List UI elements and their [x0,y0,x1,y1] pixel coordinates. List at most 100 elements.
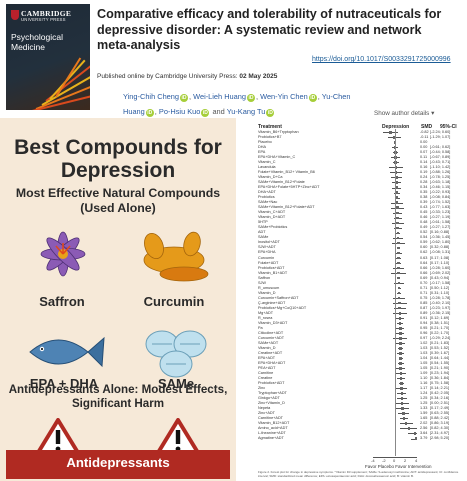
treatment-label: Vitamin_D [258,345,276,350]
forest-row: Amino_acid+ADT 2.56 [0.82; 4.30] [250,426,467,431]
point-estimate [399,372,403,375]
treatment-label: Zinc+ADT [258,411,275,416]
publication-info: Published online by Cambridge University… [97,73,277,80]
author-name[interactable]: Yu-Chen Huang [123,92,351,116]
journal-cover[interactable]: CAMBRIDGE UNIVERSITY PRESS Psychological… [6,4,90,110]
ci-value: [0.16; 0.88] [430,230,449,235]
chevron-down-icon: ▾ [431,110,435,117]
forest-row: Probiotics+Mg+CoQ10+ADT 0.87 [-0.23; 1.97] [250,306,467,311]
smd-value: 1.02 [420,340,428,345]
ci-value: [0.31; 1.10] [430,290,449,295]
author-separator: , [317,92,322,101]
treatment-label: Vitamin_B12+ADT [258,421,290,426]
forest-row: SAMe+Vitamin_B12+Folate+ADT 0.43 [-0.77; 1… [250,205,467,210]
smd-value: 0.38 [420,195,428,200]
orcid-icon[interactable]: iD [201,109,210,117]
ci-value: [0.36; 1.84] [430,375,449,380]
treatment-label: Curcumin [258,255,275,260]
treatment-label: 5HTP [258,220,268,225]
ci-value: [-0.77; 1.63] [430,205,451,210]
smd-value: 0.54 [420,235,428,240]
point-estimate [395,201,399,205]
publisher-subname: UNIVERSITY PRESS [21,17,66,22]
treatment-label: Amino_acid+ADT [258,426,288,431]
point-estimate [393,141,397,144]
forest-row: DHA+ADT 0.35 [-0.22; 0.93] [250,190,467,195]
author-name[interactable]: Yu-Kang Tu [226,107,266,116]
forest-row: Inositol+ADT 0.59 [-0.62; 1.80] [250,240,467,245]
smd-value: 0.66 [420,270,428,275]
author-name[interactable]: Ying-Chih Cheng [123,92,180,101]
point-estimate [397,276,401,280]
smd-value: 1.24 [420,391,428,396]
ci-value: [-0.22; 0.93] [430,190,451,195]
treatment-label: Vitamin_C+ADT [258,210,286,215]
saffron-flower-icon [40,231,86,277]
ci-value: [0.21; 1.70] [430,325,449,330]
article-header: CAMBRIDGE UNIVERSITY PRESS Psychological… [0,0,467,118]
author-name[interactable]: Po-Hsiu Kuo [158,107,201,116]
point-estimate [396,221,399,225]
treatment-label: Curcumin+Saffron+ADT [258,295,299,300]
forest-row: SAMe+Probiotics 0.49 [-0.27; 1.27] [250,225,467,230]
forest-row: Mg+ADT 0.89 [-0.36; 2.15] [250,311,467,316]
forest-row: EPA+DHA+Folate+5HTP+Zinc+ADT 0.34 [-0.46; … [250,185,467,190]
forest-row: EPA+ADT 1.04 [0.64; 1.44] [250,356,467,361]
ci-value: [0.82; 4.30] [430,426,449,431]
ci-value: [0.14; 2.21] [430,386,449,391]
forest-row: Zinc+Vitamin_D 1.25 [0.00; 2.51] [250,401,467,406]
treatment-label: Carnitine+ADT [258,416,284,421]
orcid-icon[interactable]: iD [308,94,317,102]
point-estimate [394,161,398,164]
smd-value: 0.45 [420,210,428,215]
ci-value: [0.39; 1.67] [430,350,449,355]
ci-value: [0.12; 1.69] [430,315,449,320]
treatment-label: Probiotics+Mg+CoQ10+ADT [258,305,307,310]
ci-value: [-0.44; 0.58] [430,150,451,155]
smd-value: 0.85 [420,300,428,305]
smd-value: 1.03 [420,345,428,350]
ci-value: [0.50; 1.12] [430,285,449,290]
header-depression: Depression [382,124,410,130]
smd-value: 1.33 [420,406,428,411]
header-ci: 95%-CI [440,124,457,130]
treatment-label: Vitamin_C [258,160,276,165]
author-name[interactable]: Wen-Yin Chen [260,92,308,101]
ci-value: [2.98; 5.20] [430,436,449,441]
doi-link[interactable]: https://doi.org/10.1017/S003329172500099… [312,56,451,63]
author-name[interactable]: Wei-Lieh Huang [193,92,246,101]
orcid-icon[interactable]: iD [145,109,154,117]
orcid-icon[interactable]: iD [266,109,275,117]
smd-value: 0.60 [420,245,428,250]
point-estimate [394,171,398,174]
point-estimate [414,437,418,440]
fish-icon [29,336,105,368]
forest-row: Probiotics+ADT 1.16 [0.75; 1.58] [250,381,467,386]
point-estimate [396,216,399,220]
smd-value: -0.82 [420,130,429,134]
smd-value: 0.62 [420,250,428,255]
forest-row: 5HTP 0.48 [-0.61; 1.58] [250,220,467,225]
orcid-icon[interactable]: iD [180,94,189,102]
point-estimate [394,156,397,159]
smd-value: 1.04 [420,355,428,360]
forest-row: PEA+ADT 1.05 [0.21; 1.90] [250,366,467,371]
point-estimate [395,186,399,189]
x-tick-label: 4 [415,458,418,463]
forest-row: Vitamin_D3+ADT 0.94 [0.38; 1.51] [250,321,467,326]
forest-row: Vitamin_B6+Tryptophan -0.82 [-2.24; 0.60] [250,130,467,135]
point-estimate [395,176,398,179]
smd-value: 0.94 [420,320,428,325]
ci-value: [-0.17; 1.58] [430,280,451,285]
author-separator: , [154,107,159,116]
ci-value: [0.17; 2.49] [430,406,449,411]
forest-row: Folate+ADT 0.64 [0.17; 1.10] [250,261,467,266]
forest-row: Vitamin_D+Ca 0.24 [-0.78; 1.25] [250,175,467,180]
show-author-details-toggle[interactable]: Show author details ▾ [374,110,434,117]
point-estimate [398,331,402,335]
orcid-icon[interactable]: iD [247,94,255,102]
point-estimate [397,266,400,270]
smd-value: 0.63 [420,255,428,260]
ci-value: [-0.23; 1.97] [430,305,451,310]
smd-value: 3.79 [420,436,428,441]
